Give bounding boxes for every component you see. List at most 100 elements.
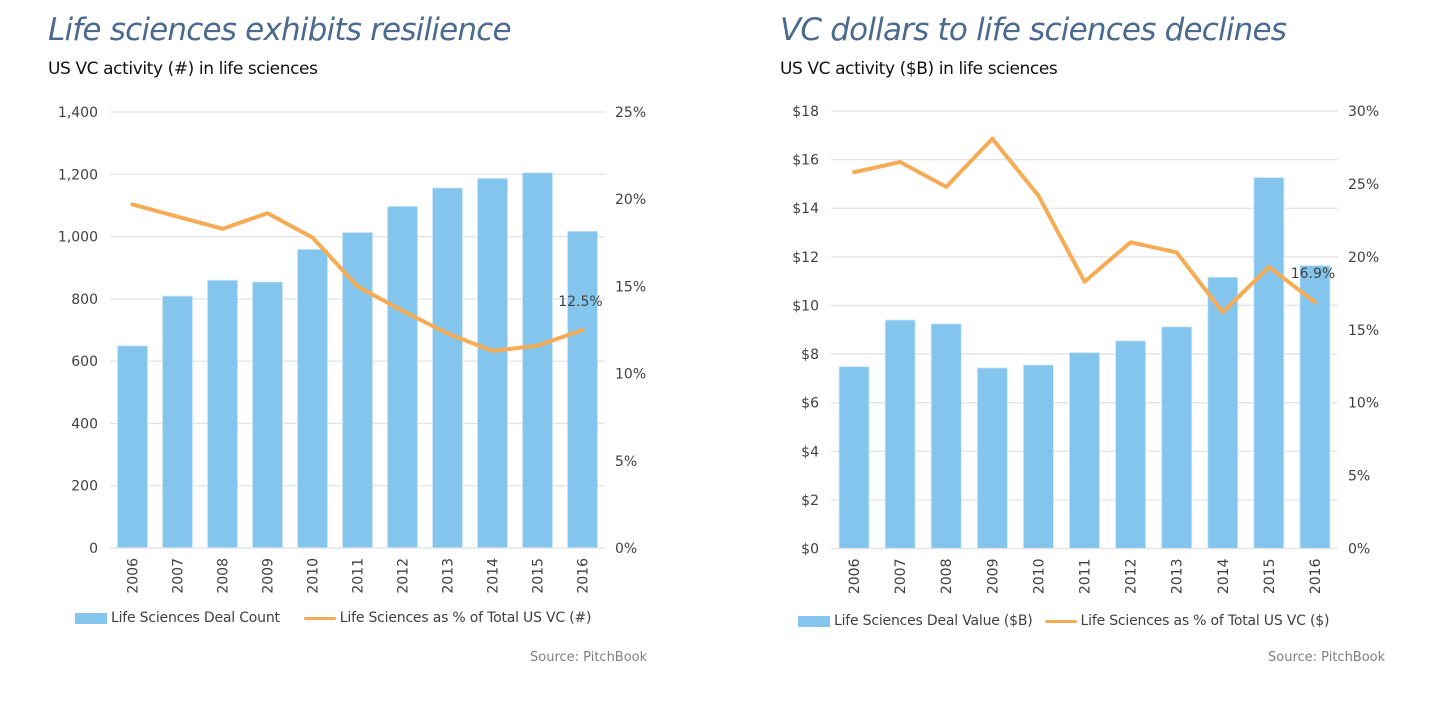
left-axis-tick-label: $2 — [801, 493, 819, 509]
x-axis-tick-label: 2008 — [216, 558, 232, 594]
bar-2006 — [117, 345, 148, 549]
left-axis-tick-label: $4 — [801, 444, 819, 460]
right-axis-tick-label: 20% — [615, 192, 646, 208]
x-axis-tick-label: 2011 — [351, 558, 367, 594]
chart-subtitle: US VC activity (#) in life sciences — [48, 59, 318, 79]
right-axis-tick-label: 0% — [1348, 542, 1370, 558]
bar-2009 — [976, 367, 1008, 549]
chart-subtitle: US VC activity ($B) in life sciences — [780, 59, 1058, 79]
legend: Life Sciences Deal Value ($B) Life Scien… — [798, 613, 1329, 629]
data-label: 16.9% — [1291, 266, 1335, 282]
left-axis-tick-label: 200 — [71, 479, 98, 495]
bar-2009 — [252, 281, 283, 549]
x-axis-tick-label: 2006 — [847, 558, 863, 594]
bar-2015 — [1253, 177, 1285, 549]
left-axis-tick-label: $18 — [792, 104, 819, 120]
left-axis-tick-label: $0 — [801, 542, 819, 558]
legend-label: Life Sciences as % of Total US VC (#) — [339, 610, 592, 626]
bar-2016 — [1299, 265, 1331, 549]
right-axis-tick-label: 0% — [615, 541, 637, 557]
left-axis-tick-label: $12 — [792, 250, 819, 266]
legend-bar-swatch — [798, 615, 830, 627]
right-axis-tick-label: 15% — [615, 279, 646, 295]
legend-label: Life Sciences Deal Count — [111, 610, 280, 626]
right-axis-tick-label: 25% — [615, 105, 646, 121]
legend-label: Life Sciences as % of Total US VC ($) — [1080, 613, 1330, 629]
x-axis-tick-label: 2011 — [1078, 559, 1094, 595]
bar-2011 — [342, 232, 373, 549]
bar-2013 — [432, 187, 463, 549]
bar-2010 — [1023, 364, 1054, 549]
x-axis-tick-label: 2012 — [1124, 559, 1140, 595]
x-axis-tick-label: 2006 — [126, 558, 142, 594]
x-axis-tick-label: 2015 — [1262, 559, 1278, 595]
right-axis-tick-label: 10% — [1348, 396, 1379, 412]
bar-2007 — [884, 319, 916, 549]
source-note: Source: PitchBook — [1268, 650, 1386, 665]
x-axis-tick-label: 2010 — [1031, 559, 1047, 595]
bar-2010 — [297, 248, 328, 549]
x-axis-tick-label: 2009 — [261, 558, 277, 594]
x-axis-tick-label: 2014 — [1216, 558, 1232, 594]
chart-deal-value: $0 $2 $4 $6 $8 $10 $12 $14 $16 $18 0% 5% 10% 15% 20% 25… — [792, 104, 1379, 595]
left-axis-tick-label: $6 — [801, 396, 819, 412]
chart-panel-deal-value: VC dollars to life sciences declines US … — [730, 0, 1451, 712]
left-axis-tick-label: 800 — [71, 292, 98, 308]
right-axis-tick-label: 25% — [1348, 177, 1379, 193]
legend-label: Life Sciences Deal Value ($B) — [834, 613, 1033, 629]
x-axis-tick-label: 2015 — [531, 558, 547, 594]
bar-2008 — [207, 279, 238, 549]
legend-line-swatch — [303, 616, 336, 620]
legend-item-line: Life Sciences as % of Total US VC (#) — [303, 610, 592, 626]
x-axis-tick-label: 2009 — [985, 559, 1001, 595]
x-axis-tick-label: 2013 — [1170, 559, 1186, 595]
chart-deal-count: 0 200 400 600 800 1,000 1,200 1,400 0% 5% 10% 15% 20… — [58, 105, 646, 594]
legend-item-line: Life Sciences as % of Total US VC ($) — [1044, 613, 1330, 629]
left-axis-tick-label: 1,200 — [58, 167, 98, 183]
bar-2011 — [1069, 352, 1100, 549]
bar-2008 — [930, 323, 962, 549]
legend: Life Sciences Deal Count Life Sciences a… — [75, 610, 592, 626]
x-axis-tick-label: 2012 — [396, 558, 412, 594]
bar-2014 — [477, 177, 508, 549]
right-axis-tick-label: 30% — [1348, 104, 1379, 120]
right-axis-tick-label: 10% — [615, 367, 646, 383]
x-axis-tick-label: 2014 — [486, 558, 502, 594]
legend-bar-swatch — [75, 612, 107, 624]
bar-2012 — [387, 205, 418, 549]
x-axis-tick-label: 2010 — [306, 558, 322, 594]
right-axis-tick-label: 15% — [1348, 323, 1379, 339]
left-axis-tick-label: $10 — [792, 298, 819, 314]
right-axis-tick-label: 5% — [1348, 469, 1370, 485]
source-note: Source: PitchBook — [530, 650, 648, 665]
x-axis-tick-label: 2016 — [576, 558, 592, 594]
legend-item-bars: Life Sciences Deal Value ($B) — [798, 613, 1033, 629]
left-axis-tick-label: 600 — [71, 354, 98, 370]
chart-title: VC dollars to life sciences declines — [780, 12, 1287, 48]
x-axis-tick-label: 2013 — [441, 558, 457, 594]
line-series — [852, 136, 1317, 315]
legend-item-bars: Life Sciences Deal Count — [75, 610, 280, 626]
left-axis-tick-label: 400 — [71, 416, 98, 432]
bar-2014 — [1207, 276, 1239, 549]
right-axis-tick-label: 20% — [1348, 250, 1379, 266]
x-axis-tick-label: 2007 — [893, 559, 909, 595]
left-axis-tick-label: 1,000 — [58, 230, 98, 246]
left-axis-tick-label: $14 — [792, 201, 819, 217]
x-axis-tick-label: 2008 — [939, 559, 955, 595]
x-axis-tick-label: 2016 — [1308, 558, 1324, 594]
right-axis-tick-label: 5% — [615, 454, 637, 470]
legend-line-swatch — [1044, 619, 1077, 623]
chart-title: Life sciences exhibits resilience — [48, 12, 512, 48]
left-axis-tick-label: $16 — [792, 153, 819, 169]
left-axis-tick-label: 0 — [89, 541, 98, 557]
data-label: 12.5% — [558, 294, 602, 310]
bar-2007 — [162, 295, 193, 549]
bar-2013 — [1161, 326, 1193, 549]
chart-panel-deal-count: Life sciences exhibits resilience US VC … — [0, 0, 720, 712]
bar-2015 — [522, 172, 553, 549]
left-axis-tick-label: $8 — [801, 347, 819, 363]
x-axis-tick-label: 2007 — [171, 558, 187, 594]
left-axis-tick-label: 1,400 — [58, 105, 98, 121]
bar-2012 — [1115, 340, 1146, 549]
